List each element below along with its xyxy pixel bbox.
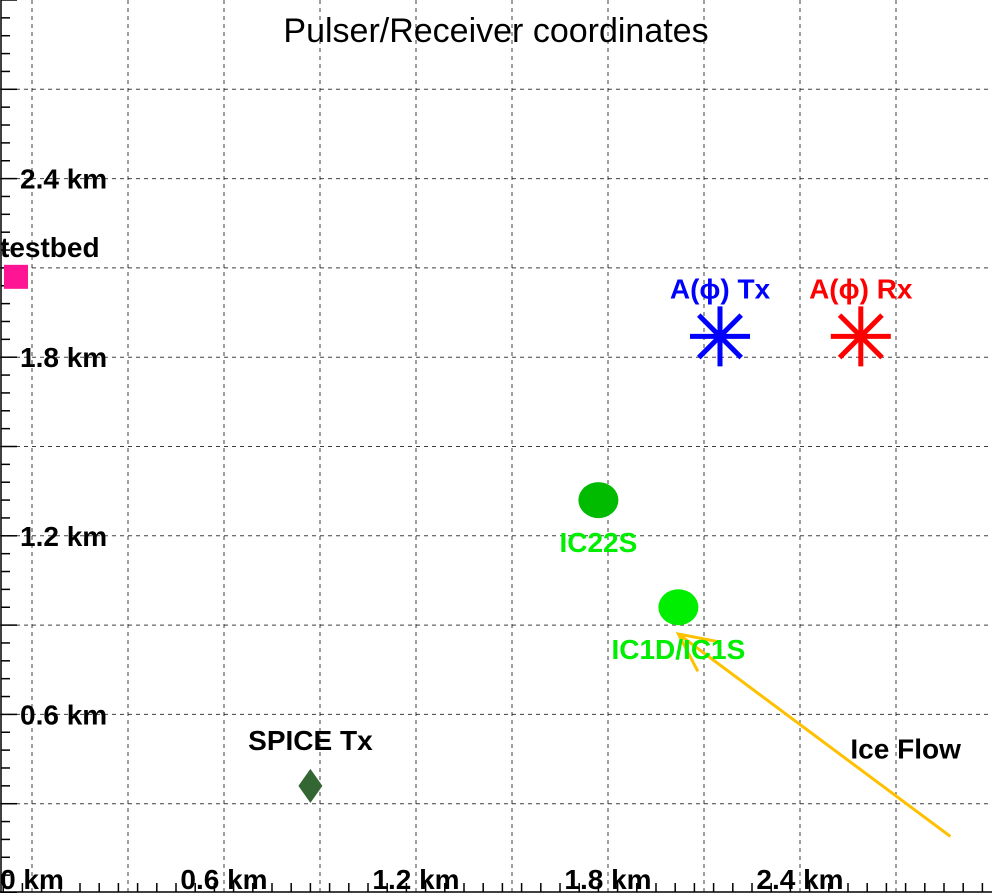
- y-tick-label: 1.2 km: [20, 521, 107, 552]
- asterisk-stroke: [697, 313, 743, 360]
- label-a-rx: A(ϕ) Rx: [809, 273, 913, 304]
- y-tick-label: 1.8 km: [20, 342, 107, 373]
- marker-testbed: [4, 264, 28, 289]
- label-spice-tx: SPICE Tx: [248, 725, 373, 756]
- ice-flow-arrow: [677, 632, 952, 838]
- x-tick-label: 1.2 km: [372, 864, 459, 893]
- ice-flow-label: Ice Flow: [850, 733, 961, 764]
- label-a-tx: A(ϕ) Tx: [670, 273, 771, 304]
- y-tick-label: 0.6 km: [20, 699, 107, 730]
- chart-title: Pulser/Receiver coordinates: [283, 12, 708, 50]
- x-tick-label: 2.4 km: [756, 864, 843, 893]
- markers: [4, 264, 952, 838]
- ice-flow-arrowhead: [675, 631, 720, 672]
- marker-ic1d-ic1s: [658, 589, 699, 626]
- x-tick-label: 1.8 km: [564, 864, 651, 893]
- marker-ic22s: [578, 482, 619, 519]
- x-tick-label: 0 km: [0, 864, 64, 893]
- label-testbed: testbed: [0, 232, 100, 263]
- marker-spice-tx: [298, 768, 323, 803]
- label-ic1d-ic1s: IC1D/IC1S: [611, 634, 745, 665]
- label-ic22s: IC22S: [559, 527, 637, 558]
- point-labels: Ice Flow testbed A(ϕ) Tx A(ϕ) Rx IC22S IC1D/I…: [0, 232, 961, 765]
- x-tick-label: 0.6 km: [180, 864, 267, 893]
- marker-a-tx: [690, 306, 750, 367]
- y-tick-label: 2.4 km: [20, 164, 107, 195]
- marker-a-rx: [830, 306, 891, 367]
- asterisk-stroke: [837, 313, 884, 360]
